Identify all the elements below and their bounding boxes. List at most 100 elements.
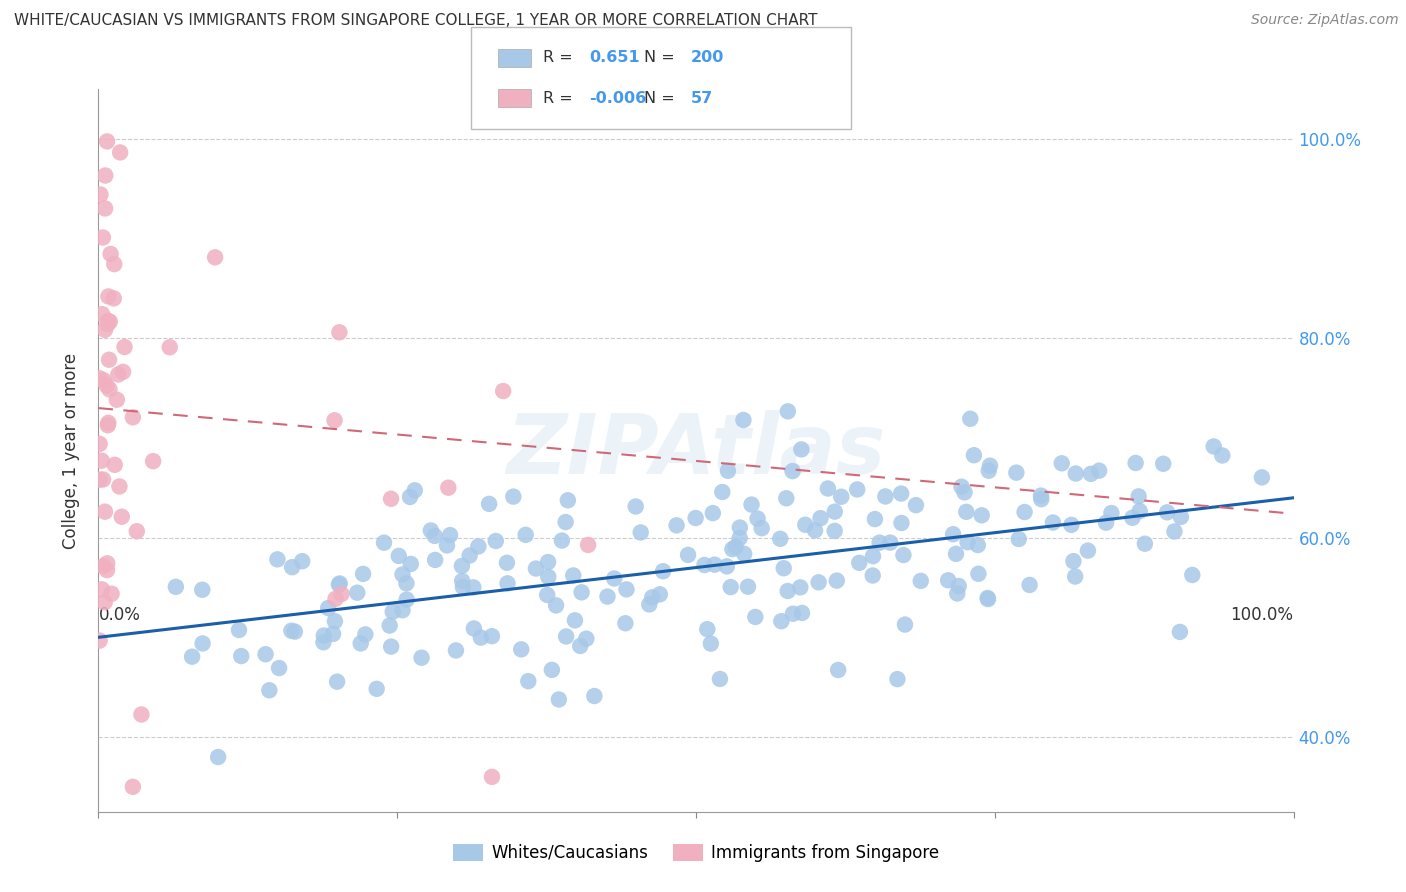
Point [624, 500, 647, 514]
Point [108, 145, 131, 160]
Point [94, 505, 117, 519]
Point [1250, 470, 1272, 484]
Point [976, 591, 998, 605]
Point [496, 576, 519, 591]
Point [772, 561, 794, 575]
Point [108, 479, 131, 493]
Point [776, 584, 799, 599]
Point [1014, 505, 1036, 519]
Point [603, 572, 626, 586]
Point [536, 588, 558, 602]
Point [350, 636, 373, 650]
Point [481, 770, 503, 784]
Point [1099, 506, 1122, 520]
Point [463, 580, 485, 594]
Point [91, 307, 114, 321]
Point [89, 371, 111, 385]
Point [228, 623, 250, 637]
Point [551, 533, 574, 548]
Point [366, 681, 388, 696]
Point [266, 552, 288, 566]
Point [794, 517, 817, 532]
Point [825, 574, 848, 588]
Point [111, 509, 134, 524]
Point [977, 592, 1000, 607]
Point [1202, 439, 1225, 453]
Point [404, 483, 426, 498]
Point [98, 315, 121, 329]
Point [770, 614, 793, 628]
Point [1029, 489, 1052, 503]
Point [97, 418, 120, 433]
Point [1129, 504, 1152, 518]
Point [328, 326, 350, 340]
Point [910, 574, 932, 588]
Point [959, 411, 981, 425]
Point [846, 483, 869, 497]
Point [741, 498, 763, 512]
Point [717, 464, 740, 478]
Point [510, 642, 533, 657]
Point [942, 527, 965, 541]
Point [904, 498, 927, 512]
Point [537, 555, 560, 569]
Point [569, 639, 592, 653]
Point [191, 582, 214, 597]
Text: 200: 200 [690, 51, 724, 65]
Point [444, 643, 467, 657]
Point [395, 576, 418, 591]
Point [354, 627, 377, 641]
Point [94, 169, 117, 183]
Point [721, 542, 744, 557]
Point [700, 637, 723, 651]
Point [312, 635, 335, 649]
Point [114, 340, 136, 354]
Point [323, 614, 346, 628]
Point [583, 689, 606, 703]
Point [537, 570, 560, 584]
Point [1121, 510, 1143, 524]
Point [165, 580, 187, 594]
Point [373, 535, 395, 549]
Text: -0.006: -0.006 [589, 91, 647, 105]
Point [524, 561, 547, 575]
Point [541, 663, 564, 677]
Point [1168, 624, 1191, 639]
Point [946, 586, 969, 600]
Point [112, 365, 135, 379]
Point [89, 633, 111, 648]
Point [1060, 517, 1083, 532]
Point [571, 585, 593, 599]
Point [463, 622, 485, 636]
Point [380, 491, 402, 506]
Point [733, 547, 755, 561]
Point [352, 566, 374, 581]
Point [862, 568, 884, 582]
Point [893, 548, 915, 562]
Point [391, 567, 413, 582]
Point [728, 520, 751, 534]
Point [93, 373, 115, 387]
Point [515, 528, 537, 542]
Point [322, 627, 344, 641]
Point [90, 453, 112, 467]
Point [970, 508, 993, 523]
Point [863, 512, 886, 526]
Point [458, 549, 481, 563]
Point [328, 577, 350, 591]
Point [100, 587, 122, 601]
Point [323, 413, 346, 427]
Point [720, 580, 742, 594]
Point [733, 413, 755, 427]
Point [966, 538, 988, 552]
Point [862, 549, 884, 564]
Point [451, 574, 474, 588]
Point [96, 556, 118, 570]
Point [955, 505, 977, 519]
Point [1128, 489, 1150, 503]
Point [1005, 466, 1028, 480]
Point [936, 574, 959, 588]
Point [100, 247, 122, 261]
Legend: Whites/Caucasians, Immigrants from Singapore: Whites/Caucasians, Immigrants from Singa… [446, 837, 946, 869]
Point [956, 535, 979, 549]
